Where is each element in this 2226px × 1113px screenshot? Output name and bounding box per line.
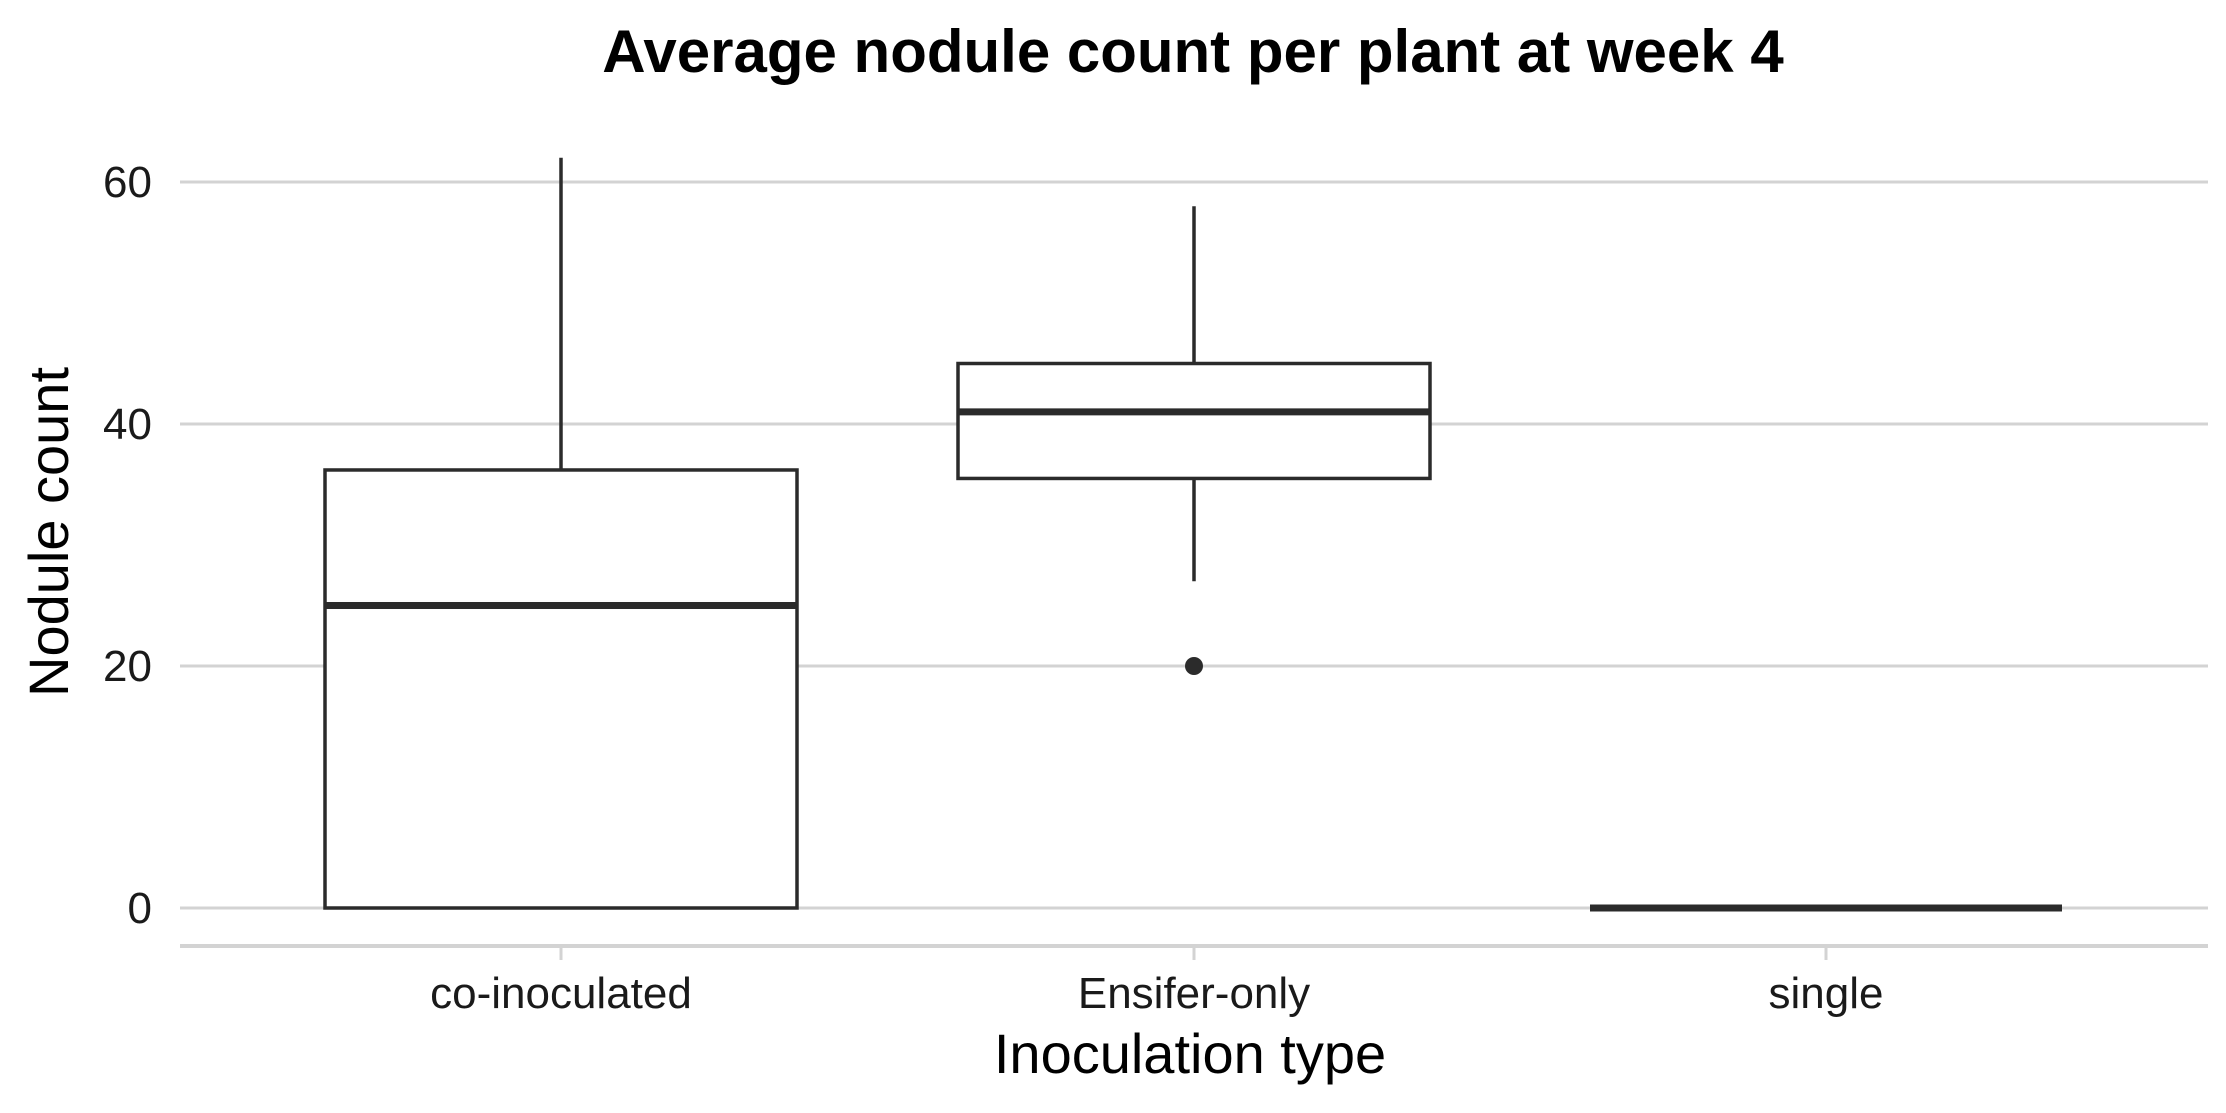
y-tick-label: 20 (103, 642, 152, 691)
y-axis-title: Nodule count (17, 367, 80, 697)
box-body (956, 361, 1432, 481)
x-tick-label: single (1769, 969, 1884, 1018)
outlier-point (1185, 657, 1203, 675)
chart-title: Average nodule count per plant at week 4 (602, 18, 1784, 85)
x-tick-label: co-inoculated (430, 969, 692, 1018)
box-body (323, 468, 799, 910)
axes: 0 20 40 60 co-inoculated Ensifer-only single (103, 158, 2208, 1018)
x-tick-label: Ensifer-only (1078, 969, 1310, 1018)
y-tick-label: 60 (103, 158, 152, 207)
box-group (323, 157, 799, 910)
x-axis-title: Inoculation type (994, 1022, 1386, 1085)
box-group (956, 206, 1432, 675)
boxes (323, 157, 2062, 912)
y-tick-label: 40 (103, 400, 152, 449)
y-tick-label: 0 (128, 884, 152, 933)
